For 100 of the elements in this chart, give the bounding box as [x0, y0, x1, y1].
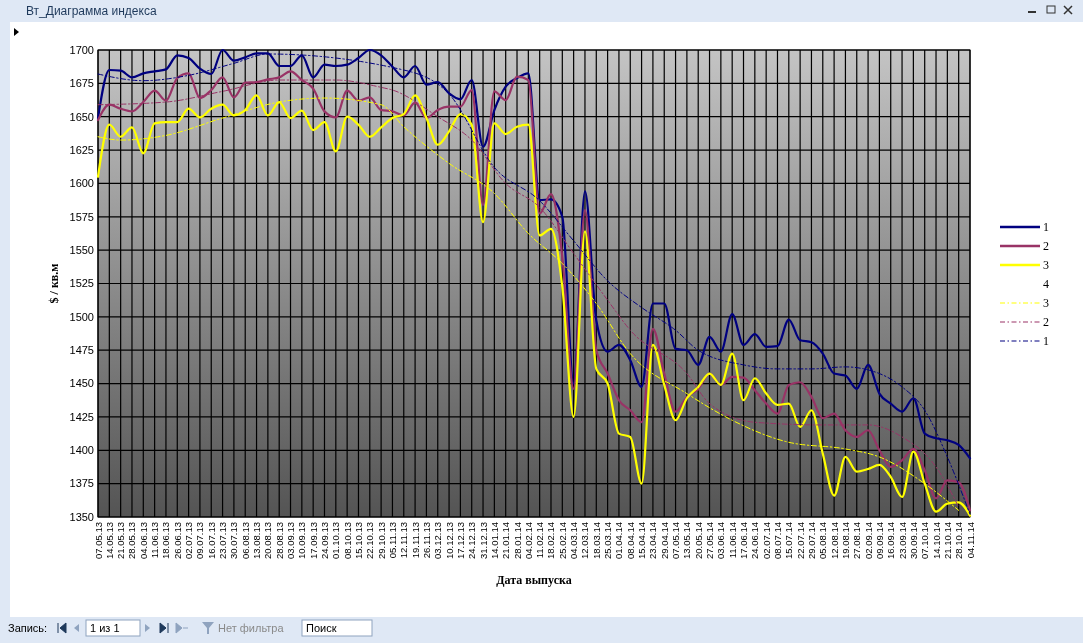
x-tick-label: 12.11.13 — [398, 522, 410, 559]
x-tick-label: 08.04.14 — [624, 522, 636, 559]
x-tick-label: 03.06.14 — [715, 522, 727, 559]
x-tick-label: 21.05.13 — [115, 522, 127, 559]
y-tick-label: 1350 — [69, 510, 94, 523]
y-tick-label: 1400 — [69, 444, 94, 457]
x-tick-label: 05.11.13 — [386, 522, 398, 559]
x-tick-label: 12.03.14 — [579, 522, 591, 559]
text: 4 — [1043, 277, 1049, 292]
x-tick-label: 18.06.13 — [160, 522, 172, 559]
y-tick-label: 1425 — [69, 410, 94, 423]
x-tick-label: 02.07.14 — [760, 522, 772, 559]
x-tick-label: 05.08.14 — [817, 522, 829, 559]
x-tick-label: 07.05.13 — [92, 522, 104, 559]
y-tick-label: 1375 — [69, 477, 94, 490]
x-tick-label: 17.09.13 — [307, 522, 319, 559]
y-tick-label: 1575 — [69, 210, 94, 223]
x-tick-label: 04.03.14 — [568, 522, 580, 559]
x-tick-label: 10.12.13 — [443, 522, 455, 559]
x-tick-label: 15.07.14 — [783, 522, 795, 559]
x-tick-label: 24.06.14 — [749, 522, 761, 559]
x-tick-label: 11.06.13 — [149, 522, 161, 559]
x-tick-label: 09.07.13 — [194, 522, 206, 559]
x-tick-label: 26.06.13 — [171, 522, 183, 559]
legend-label: 1 — [1043, 220, 1049, 235]
legend-label: 3 — [1043, 258, 1049, 273]
x-tick-label: 19.08.14 — [839, 522, 851, 559]
x-tick-label: 22.07.14 — [794, 522, 806, 559]
x-tick-label: 28.05.13 — [126, 522, 138, 559]
x-tick-label: 13.08.13 — [251, 522, 263, 559]
x-tick-label: 17.12.13 — [454, 522, 466, 559]
x-tick-label: 01.10.13 — [330, 522, 342, 559]
x-tick-label: 02.09.14 — [862, 522, 874, 559]
x-tick-label: 23.09.14 — [896, 522, 908, 559]
x-tick-label: 18.03.14 — [590, 522, 602, 559]
y-tick-label: 1600 — [69, 177, 94, 190]
x-tick-label: 20.05.14 — [692, 522, 704, 559]
x-tick-label: 27.08.14 — [851, 522, 863, 559]
x-tick-label: 25.03.14 — [602, 522, 614, 559]
x-tick-label: 27.05.14 — [704, 522, 716, 559]
y-tick-label: 1475 — [69, 344, 94, 357]
x-tick-label: 04.02.14 — [522, 522, 534, 559]
x-tick-label: 14.01.14 — [488, 522, 500, 559]
text: 1 из 1 — [90, 622, 120, 634]
x-tick-label: 24.09.13 — [318, 522, 330, 559]
x-tick-label: 06.08.13 — [239, 522, 251, 559]
x-tick-label: 12.08.14 — [828, 522, 840, 559]
chart-title: Вт_Диаграмма индекса — [26, 4, 157, 18]
x-tick-label: 23.07.13 — [217, 522, 229, 559]
x-tick-label: 29.04.14 — [658, 522, 670, 559]
x-tick-label: 17.06.14 — [738, 522, 750, 559]
x-tick-label: 13.05.14 — [681, 522, 693, 559]
x-tick-label: 29.07.14 — [805, 522, 817, 559]
x-tick-label: 04.06.13 — [137, 522, 149, 559]
y-tick-label: 1525 — [69, 277, 94, 290]
x-tick-label: 16.09.14 — [885, 522, 897, 559]
x-tick-label: 07.05.14 — [670, 522, 682, 559]
x-tick-label: 20.08.13 — [262, 522, 274, 559]
x-tick-label: 22.10.13 — [364, 522, 376, 559]
x-axis-title: Дата выпуска — [496, 573, 572, 587]
x-tick-label: 23.04.14 — [647, 522, 659, 559]
x-tick-label: 28.08.13 — [273, 522, 285, 559]
y-tick-label: 1625 — [69, 143, 94, 156]
legend-label: 2 — [1043, 315, 1049, 330]
x-tick-label: 02.07.13 — [183, 522, 195, 559]
x-tick-label: 11.06.14 — [726, 522, 738, 559]
x-tick-label: 24.12.13 — [466, 522, 478, 559]
x-tick-label: 28.10.14 — [953, 522, 965, 559]
x-tick-label: 19.11.13 — [409, 522, 421, 559]
x-tick-label: 14.10.14 — [930, 522, 942, 559]
x-tick-label: 26.11.13 — [420, 522, 432, 559]
x-tick-label: 16.07.13 — [205, 522, 217, 559]
text: Нет фильтра — [218, 622, 285, 634]
x-tick-label: 25.02.14 — [556, 522, 568, 559]
text: Запись: — [8, 622, 48, 634]
x-tick-label: 04.11.14 — [964, 522, 976, 559]
legend-label: 1 — [1043, 334, 1049, 349]
x-tick-label: 18.02.14 — [545, 522, 557, 559]
y-tick-label: 1550 — [69, 243, 94, 256]
x-tick-label: 07.10.14 — [919, 522, 931, 559]
y-tick-label: 1650 — [69, 110, 94, 123]
x-tick-label: 11.02.14 — [534, 522, 546, 559]
x-tick-label: 01.04.14 — [613, 522, 625, 559]
x-tick-label: 30.07.13 — [228, 522, 240, 559]
x-tick-label: 30.09.14 — [907, 522, 919, 559]
y-tick-label: 1450 — [69, 377, 94, 390]
x-tick-label: 31.12.13 — [477, 522, 489, 559]
y-axis-title: $ / кв.м — [47, 263, 61, 304]
y-tick-label: 1675 — [69, 77, 94, 90]
x-tick-label: 03.12.13 — [432, 522, 444, 559]
x-tick-label: 14.05.13 — [103, 522, 115, 559]
x-tick-label: 21.01.14 — [500, 522, 512, 559]
x-tick-label: 15.10.13 — [352, 522, 364, 559]
x-tick-label: 08.07.14 — [771, 522, 783, 559]
text: Поиск — [306, 622, 337, 634]
legend-label: 2 — [1043, 239, 1049, 254]
legend-label: 3 — [1043, 296, 1049, 311]
x-tick-label: 09.09.14 — [873, 522, 885, 559]
y-tick-label: 1500 — [69, 310, 94, 323]
x-tick-label: 15.04.14 — [636, 522, 648, 559]
